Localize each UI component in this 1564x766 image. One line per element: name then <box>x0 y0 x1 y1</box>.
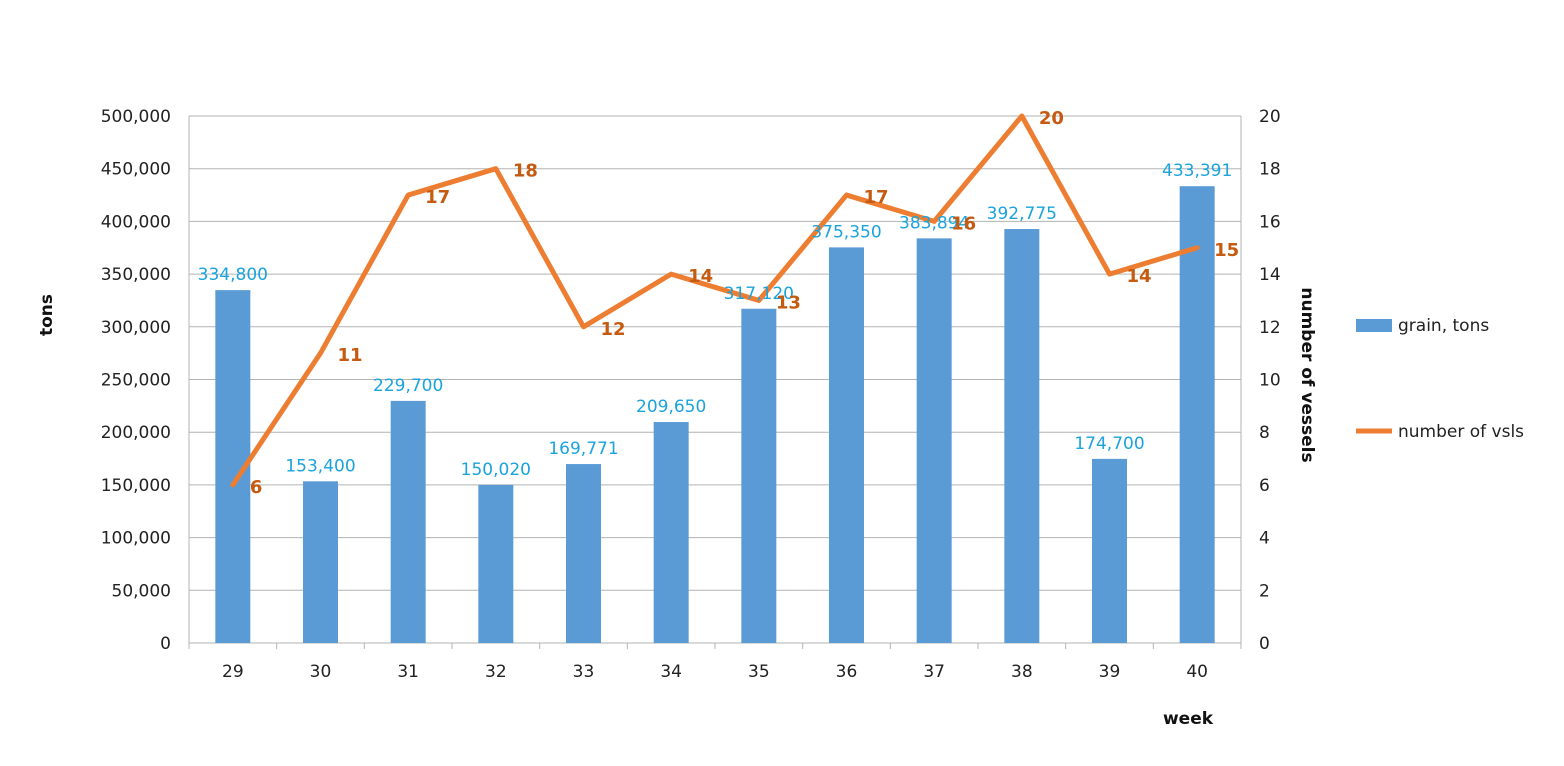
bar <box>653 422 689 643</box>
legend: grain, tons number of vsls <box>1356 316 1524 442</box>
bar-data-label: 317,120 <box>724 284 794 304</box>
y-tick-label: 50,000 <box>112 581 171 601</box>
bar-data-label: 433,391 <box>1162 161 1232 181</box>
bar-data-label: 169,771 <box>548 439 618 459</box>
y2-tick-label: 0 <box>1259 634 1270 654</box>
line-point <box>406 193 411 198</box>
bar <box>1004 229 1040 644</box>
y-tick-label: 500,000 <box>101 107 171 127</box>
y-tick-label: 450,000 <box>101 160 171 180</box>
bar-data-label: 334,800 <box>198 265 268 285</box>
bar-series-grain <box>215 186 1215 644</box>
data-labels: 334,800 153,400 229,700 150,020 169,771 209,6… <box>198 108 1240 498</box>
bar-data-label: 383,894 <box>899 213 969 233</box>
line-data-label: 6 <box>250 477 263 498</box>
x-tick-label: 30 <box>310 662 332 682</box>
y-tick-label: 300,000 <box>101 318 171 338</box>
y-tick-label: 150,000 <box>101 476 171 496</box>
line-data-label: 14 <box>688 266 713 287</box>
bar <box>303 481 338 643</box>
y-tick-label: 400,000 <box>101 212 171 232</box>
legend-line-label: number of vsls <box>1398 422 1524 442</box>
line-point <box>932 219 937 224</box>
y2-tick-label: 16 <box>1259 212 1281 232</box>
line-data-label: 11 <box>338 345 363 366</box>
x-tick-label: 33 <box>573 662 595 682</box>
line-data-label: 17 <box>425 187 450 208</box>
x-axis-title: week <box>1163 709 1214 729</box>
bar <box>741 308 777 643</box>
x-tick-label: 29 <box>222 662 244 682</box>
line-data-label: 16 <box>951 213 976 234</box>
x-tick-label: 32 <box>485 662 507 682</box>
line-point <box>1107 272 1112 277</box>
y2-tick-label: 4 <box>1259 529 1270 549</box>
bar <box>566 464 601 643</box>
x-tick-label: 35 <box>748 662 770 682</box>
legend-bar-swatch <box>1356 319 1392 332</box>
x-tick-label: 39 <box>1099 662 1121 682</box>
x-tick-label: 34 <box>660 662 682 682</box>
line-data-label: 13 <box>776 292 801 313</box>
bar-data-label: 174,700 <box>1074 434 1144 454</box>
y2-axis-title: number of vessels <box>1297 287 1317 462</box>
x-tick-label: 31 <box>397 662 419 682</box>
line-point <box>844 193 849 198</box>
line-point <box>1019 114 1024 118</box>
line-series-vessels <box>230 113 1200 488</box>
y2-tick-label: 6 <box>1259 476 1270 496</box>
y2-tick-label: 18 <box>1259 160 1281 180</box>
line-point <box>318 351 323 356</box>
line-point <box>493 166 498 171</box>
x-tick-label: 37 <box>923 662 945 682</box>
gridlines <box>189 115 1241 644</box>
line-point <box>1195 245 1200 250</box>
x-tick-label: 36 <box>836 662 858 682</box>
y2-tick-label: 10 <box>1259 371 1281 391</box>
bar <box>1092 458 1127 643</box>
y-tick-label: 200,000 <box>101 423 171 443</box>
y2-tick-label: 20 <box>1259 107 1281 127</box>
line-point <box>669 272 674 277</box>
y-axis-title: tons <box>37 294 57 336</box>
axes: 0 0 50,000 2 100,000 4 150,000 6 200,000 8 250,000… <box>101 107 1281 682</box>
bar <box>829 247 864 643</box>
line-point <box>230 482 235 487</box>
y2-tick-label: 8 <box>1259 423 1270 443</box>
bar-data-label: 229,700 <box>373 376 443 396</box>
line-point <box>581 324 586 329</box>
y2-tick-label: 12 <box>1259 318 1281 338</box>
y-tick-label: 100,000 <box>101 529 171 549</box>
bar <box>478 484 514 643</box>
bar <box>916 238 952 643</box>
y-tick-label: 350,000 <box>101 265 171 285</box>
bar <box>1179 186 1215 644</box>
y2-tick-label: 2 <box>1259 581 1270 601</box>
line-data-label: 18 <box>513 161 538 182</box>
line-point <box>756 298 761 303</box>
bar <box>390 400 426 643</box>
vessel-line <box>230 113 1200 488</box>
line-data-label: 20 <box>1039 108 1064 129</box>
line-data-label: 12 <box>601 319 626 340</box>
x-tick-label: 40 <box>1186 662 1208 682</box>
bar-data-label: 150,020 <box>461 460 531 480</box>
bar-data-label: 375,350 <box>811 222 881 242</box>
y2-tick-label: 14 <box>1259 265 1281 285</box>
y-tick-label: 250,000 <box>101 371 171 391</box>
line-data-label: 14 <box>1127 266 1152 287</box>
bar-data-label: 392,775 <box>987 204 1057 224</box>
line-data-label: 17 <box>864 187 889 208</box>
legend-bar-label: grain, tons <box>1398 316 1489 336</box>
y-tick-label: 0 <box>160 634 171 654</box>
x-tick-label: 38 <box>1011 662 1033 682</box>
line-data-label: 15 <box>1214 240 1239 261</box>
bar-data-label: 209,650 <box>636 397 706 417</box>
bar-data-label: 153,400 <box>285 456 355 476</box>
